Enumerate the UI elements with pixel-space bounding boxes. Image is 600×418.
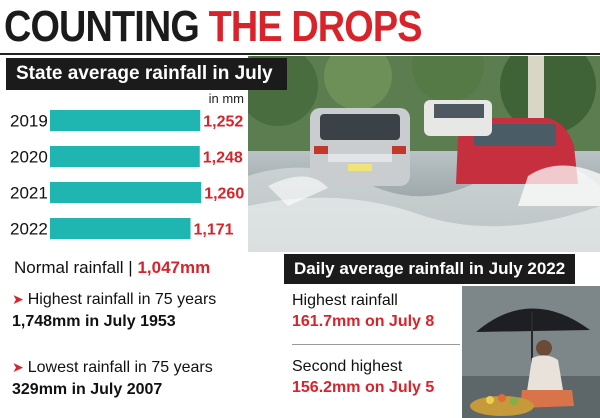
value-label-2020: 1,248 <box>203 150 243 167</box>
unit-label: in mm <box>209 91 244 106</box>
arrow-icon: ➤ <box>12 359 24 375</box>
headline-rule <box>0 53 600 55</box>
arrow-icon: ➤ <box>12 291 24 307</box>
daily-highest-label: Highest rainfall <box>292 292 398 309</box>
headline: COUNTING THE DROPS <box>4 2 422 52</box>
daily-banner: Daily average rainfall in July 2022 <box>284 254 576 284</box>
category-label-2021: 2021 <box>10 184 48 203</box>
lowest-75-label: Lowest rainfall in 75 years <box>27 359 213 376</box>
lowest-75-years: ➤ Lowest rainfall in 75 years 329mm in Ju… <box>12 359 213 399</box>
chart-svg: in mm 2019 1,252 2020 1,248 2021 1,260 2022 1,17… <box>10 91 244 239</box>
headline-part2: THE DROPS <box>208 2 423 51</box>
value-label-2022: 1,171 <box>194 222 234 239</box>
normal-rainfall-label: Normal rainfall | <box>14 258 133 277</box>
bar-2020 <box>50 146 200 167</box>
value-label-2021: 1,260 <box>204 186 244 203</box>
daily-second-value: 156.2mm on July 5 <box>292 379 435 396</box>
normal-rainfall-value: 1,047mm <box>137 258 211 277</box>
stats-divider <box>292 344 460 345</box>
daily-second: Second highest 156.2mm on July 5 <box>292 358 434 397</box>
value-label-2019: 1,252 <box>203 114 243 131</box>
bar-2019 <box>50 110 201 131</box>
highest-75-value: 1,748mm in July 1953 <box>12 313 176 330</box>
bar-2022 <box>50 218 191 239</box>
chart-banner: State average rainfall in July <box>6 58 287 90</box>
category-label-2022: 2022 <box>10 220 48 239</box>
bar-2021 <box>50 182 202 203</box>
lowest-75-value: 329mm in July 2007 <box>12 381 163 398</box>
rainfall-bar-chart: in mm 2019 1,252 2020 1,248 2021 1,260 2022 1,17… <box>0 90 248 252</box>
headline-part1: COUNTING <box>4 2 200 51</box>
highest-75-years: ➤ Highest rainfall in 75 years 1,748mm in… <box>12 291 216 331</box>
normal-rainfall: Normal rainfall | 1,047mm <box>14 258 210 278</box>
daily-highest-value: 161.7mm on July 8 <box>292 313 435 330</box>
category-label-2019: 2019 <box>10 112 48 131</box>
daily-second-label: Second highest <box>292 358 403 375</box>
flooded-road-photo <box>248 56 600 252</box>
category-label-2020: 2020 <box>10 148 48 167</box>
highest-75-label: Highest rainfall in 75 years <box>27 291 217 308</box>
daily-rainfall-panel: Daily average rainfall in July 2022 High… <box>276 252 600 418</box>
daily-highest: Highest rainfall 161.7mm on July 8 <box>292 292 434 331</box>
umbrella-vendor-photo <box>462 286 600 418</box>
